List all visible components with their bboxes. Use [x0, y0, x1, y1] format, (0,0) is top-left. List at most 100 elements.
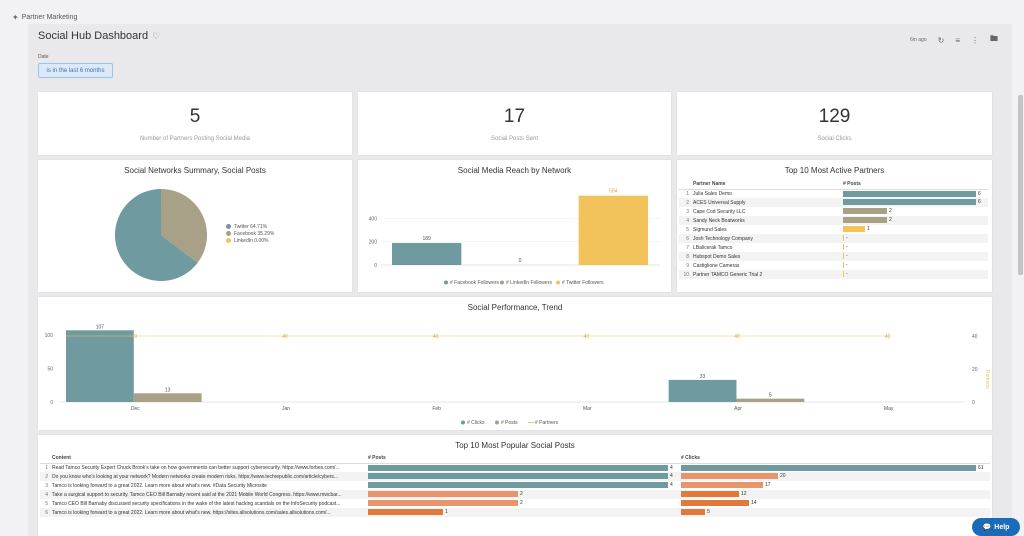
clicks-cell: 12 — [679, 490, 990, 499]
col-posts[interactable]: # Posts — [366, 454, 679, 464]
row-index: 4 — [679, 216, 691, 225]
posts-bar — [368, 482, 668, 489]
table-row[interactable]: 3 Tamco is looking forward to a great 202… — [40, 481, 990, 490]
posts-value: 2 — [520, 491, 523, 498]
filter-icon[interactable]: ≡ — [955, 35, 960, 45]
kpi-label: Number of Partners Posting Social Media — [139, 136, 251, 142]
table-row[interactable]: 9 Castiglione Cameras - — [679, 261, 988, 270]
clicks-value: 14 — [751, 500, 757, 507]
legend-item[interactable]: LinkedIn 0.00% — [226, 238, 274, 245]
posts-cell: 4 — [366, 481, 679, 490]
table-row[interactable]: 4 Take a surgical support to security. Ta… — [40, 490, 990, 499]
clicks-bar — [668, 379, 737, 402]
posts-cell: - — [841, 270, 988, 279]
clicks-value: 61 — [978, 464, 984, 471]
legend-label: # Facebook Followers — [450, 280, 499, 286]
col-posts[interactable]: # Posts — [841, 180, 988, 190]
posts-bar — [843, 244, 844, 251]
clicks-bar — [681, 464, 976, 471]
partner-name: Sigmund Sales — [693, 226, 727, 233]
post-content: Take a surgical support to security. Tam… — [50, 490, 366, 499]
y2-tick-label: 20 — [972, 367, 978, 373]
date-filter-chip[interactable]: is in the last 6 months — [38, 63, 113, 78]
posts-bar — [843, 190, 976, 197]
table-row[interactable]: 5 Sigmund Sales 1 — [679, 225, 988, 234]
posts-cell: 1 — [366, 508, 679, 517]
table-row[interactable]: 6 Tamco is looking forward to a great 202… — [40, 508, 990, 517]
posts-cell: 4 — [366, 472, 679, 481]
y2-tick-label: 40 — [972, 334, 978, 340]
partner-name: Sandy Neck Boatworks — [691, 216, 841, 225]
row-index: 1 — [686, 190, 689, 197]
table-row[interactable]: 5 Tamco CEO Bill Barnaby discussed securi… — [40, 499, 990, 508]
row-index: 1 — [45, 464, 48, 471]
col-clicks[interactable]: # Clicks — [679, 454, 990, 464]
chart-title: Top 10 Most Active Partners — [784, 166, 885, 175]
table-row[interactable]: 6 Josh Technology Company - — [679, 234, 988, 243]
dashboard-panel: Social Hub Dashboard ♡ 6m ago ↻ ≡ ⋮ 🖿 Da… — [28, 24, 1012, 536]
posts-bar — [843, 271, 844, 278]
y2-tick-label: 0 — [972, 400, 975, 406]
table-row[interactable]: 3 Cape Cod Security LLC 2 — [679, 207, 988, 216]
dashboard-header: Social Hub Dashboard ♡ — [38, 30, 160, 42]
legend-label: # Twitter Followers — [562, 280, 604, 286]
posts-bar — [133, 393, 202, 402]
table-row[interactable]: 2 ACES Universal Supply 6 — [679, 198, 988, 207]
posts-value: 4 — [670, 482, 673, 489]
table-row[interactable]: 2 Do you know who's looking at your netwo… — [40, 472, 990, 481]
pie-slice-facebook — [161, 189, 207, 263]
legend-label: # Clicks — [467, 420, 485, 426]
legend-label: # Partners — [535, 420, 559, 426]
posts-value: 1 — [445, 509, 448, 516]
pie-slice-twitter — [114, 189, 198, 281]
data-label: 40 — [282, 334, 288, 340]
legend-label: Facebook 35.29% — [234, 231, 275, 237]
clicks-cell: 20 — [679, 472, 990, 481]
chart-title: Social Media Reach by Network — [457, 166, 572, 175]
trend-chart: 100 50 0 40 20 0 Partners Dec 107 13 Jan Feb Mar Apr 3… — [45, 324, 990, 426]
clicks-value: 12 — [741, 491, 747, 498]
trend-chart-card: Social Performance, Trend 100 50 0 40 20 0 Par… — [38, 297, 992, 430]
kpi-value: 17 — [503, 106, 526, 127]
table-row[interactable]: 1 Read Tamco Security Expert Chuck Brook'… — [40, 463, 990, 472]
row-index: 4 — [40, 490, 50, 499]
kpi-card-partners: 5 Number of Partners Posting Social Medi… — [38, 92, 352, 155]
posts-value: 6 — [978, 190, 981, 197]
post-content: Do you know who's looking at your networ… — [50, 472, 366, 481]
folder-icon[interactable]: 🖿 — [990, 34, 998, 43]
legend-swatch — [495, 420, 499, 425]
legend-item[interactable]: Twitter 64.71% — [226, 224, 274, 231]
posts-value: 2 — [889, 208, 892, 215]
scrollbar[interactable] — [1018, 95, 1023, 275]
legend-label: # Posts — [501, 420, 518, 426]
legend-item[interactable]: Facebook 35.29% — [226, 231, 274, 238]
col-content[interactable]: Content — [50, 454, 366, 464]
legend-swatch — [444, 280, 448, 285]
table-row[interactable]: 7 LBalicerak Tamco - — [679, 243, 988, 252]
table-row[interactable]: 1 Julia Sales Demo 6 — [679, 189, 988, 198]
posts-cell: 4 — [366, 463, 679, 472]
refresh-icon[interactable]: ↻ — [937, 35, 945, 45]
post-content: Read Tamco Security Expert Chuck Brook's… — [52, 464, 340, 471]
kpi-value: 129 — [818, 106, 851, 127]
help-button[interactable]: 💬 Help — [972, 518, 1020, 536]
more-options-icon[interactable]: ⋮ — [971, 35, 979, 45]
clicks-value: 5 — [707, 509, 710, 516]
favorite-heart-icon[interactable]: ♡ — [152, 30, 161, 41]
breadcrumb[interactable]: Partner Marketing — [21, 13, 78, 21]
table-row[interactable]: 10 Partner TAMCO Generic Trial 2- — [679, 270, 988, 279]
chat-bubble-icon: 💬 — [982, 524, 992, 531]
partner-name: Castiglione Cameras — [693, 262, 740, 269]
clicks-bar — [66, 330, 134, 402]
table-row[interactable]: 8 Hubspot Demo Sales - — [679, 252, 988, 261]
col-partner-name[interactable]: Partner Name — [691, 180, 841, 190]
chart-title: Top 10 Most Popular Social Posts — [455, 441, 575, 450]
col-index — [679, 180, 691, 190]
row-index: 2 — [40, 472, 50, 481]
y-tick-label: 100 — [45, 333, 54, 339]
posts-bar — [368, 473, 668, 480]
data-label: 33 — [700, 374, 706, 380]
table-row[interactable]: 4 Sandy Neck Boatworks 2 — [679, 216, 988, 225]
page-title: Social Hub Dashboard — [38, 30, 149, 42]
row-index: 7 — [686, 244, 689, 251]
